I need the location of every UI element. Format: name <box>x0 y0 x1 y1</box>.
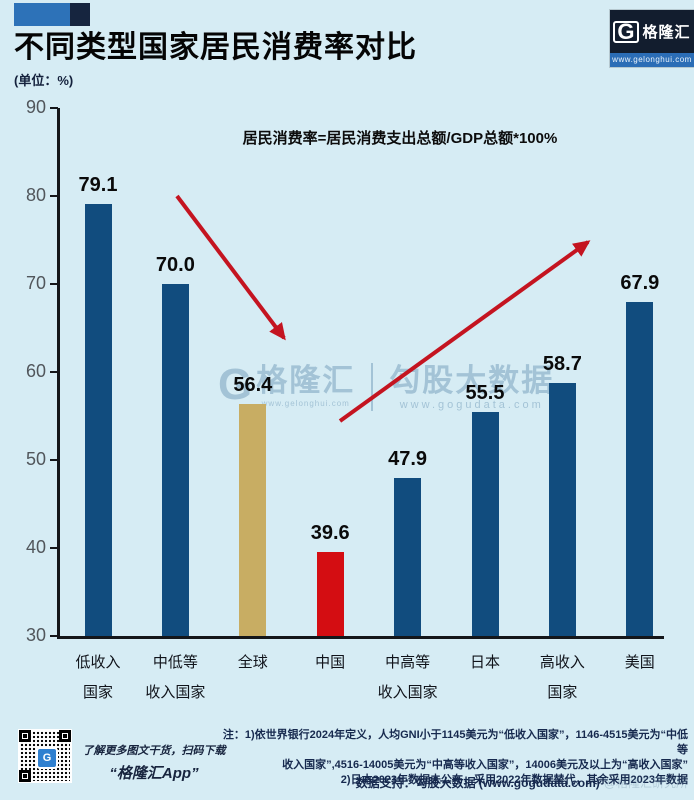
bar-value-label: 56.4 <box>233 373 273 396</box>
bar-value-label: 47.9 <box>388 448 428 471</box>
qr-code: G <box>18 729 72 783</box>
x-axis-category-label: 全球 <box>237 654 268 671</box>
y-axis-tick-mark <box>50 195 58 197</box>
bar-低收入国家 <box>84 203 112 636</box>
y-axis-tick-label: 60 <box>25 361 46 381</box>
bar-高收入国家 <box>548 383 576 636</box>
data-support-line: 数据支持：勾股大数据 (www.gogudata.com) @格隆汇研究所 <box>356 774 688 791</box>
bar-value-label: 70.0 <box>155 254 195 276</box>
qr-eye-icon <box>19 770 31 782</box>
bar-value-label: 58.7 <box>542 353 582 376</box>
qr-eye-icon <box>19 730 31 742</box>
bar-中国 <box>316 551 344 636</box>
gelonghui-logo: G 格隆汇 www.gelonghui.com <box>610 10 694 67</box>
data-support-text: 数据支持：勾股大数据 (www.gogudata.com) <box>355 776 600 790</box>
footnote-line: 注：1)依世界银行2024年定义，人均GNI小于1145美元为“低收入国家”，1… <box>222 729 688 756</box>
y-axis-tick-mark <box>50 547 58 549</box>
logo-g-icon: G <box>613 20 639 43</box>
y-axis-tick-mark <box>50 107 58 109</box>
decorative-bar-navy <box>70 3 90 26</box>
y-axis-tick-label: 40 <box>25 537 46 557</box>
y-axis-tick-mark <box>50 283 58 285</box>
page-title: 不同类型国家居民消费率对比 <box>14 31 417 64</box>
footnote-line: 收入国家”,4516-14005美元为“中高等收入国家”，14006美元及以上为… <box>282 759 688 771</box>
x-axis-category-label: 日本 <box>469 654 500 671</box>
qr-caption: 了解更多图文干货，扫码下载 “格隆汇App” <box>74 742 234 783</box>
x-axis-category-label: 高收入 国家 <box>539 654 585 701</box>
bar-value-label: 55.5 <box>465 381 505 404</box>
bar-日本 <box>471 411 499 636</box>
qr-caption-line2: “格隆汇App” <box>109 765 199 782</box>
bar-美国 <box>626 302 654 636</box>
faint-watermark: @格隆汇研究所 <box>603 776 688 790</box>
y-axis-tick-label: 80 <box>25 185 46 205</box>
logo-top: G 格隆汇 <box>610 10 694 53</box>
y-axis-tick-label: 90 <box>25 97 46 117</box>
bar-全球 <box>239 403 267 636</box>
footnotes: 注：1)依世界银行2024年定义，人均GNI小于1145美元为“低收入国家”，1… <box>218 728 688 788</box>
bar-中高等收入国家 <box>394 478 422 636</box>
bar-value-label: 67.9 <box>620 272 660 295</box>
logo-url: www.gelonghui.com <box>610 53 694 67</box>
y-axis-tick-label: 30 <box>25 625 46 645</box>
x-axis-category-label: 美国 <box>624 654 655 671</box>
bar-chart-plot-area: 90 80 70 60 50 40 30 79.1 低收入 国家 70.0 中低等 收入国家 56.4 全球… <box>26 97 664 701</box>
decorative-bar-blue <box>14 3 70 26</box>
x-axis-category-label: 中高等 收入国家 <box>377 654 438 701</box>
watermark-brand-url: www.gelonghui.com <box>261 399 350 408</box>
y-axis-tick-label: 70 <box>25 273 46 293</box>
qr-caption-line1: 了解更多图文干货，扫码下载 <box>82 745 226 757</box>
x-axis-category-label: 中低等 收入国家 <box>145 654 206 701</box>
y-axis-tick-mark <box>50 371 58 373</box>
y-axis-tick-label: 50 <box>25 449 46 469</box>
unit-label: (单位：%) <box>14 73 74 88</box>
bar-value-label: 79.1 <box>78 173 118 196</box>
formula-annotation: 居民消费率=居民消费支出总额/GDP总额*100% <box>242 130 558 147</box>
watermark-g-icon: G <box>218 360 253 409</box>
x-axis-category-label: 低收入 国家 <box>75 654 121 701</box>
qr-eye-icon <box>59 730 71 742</box>
bar-中低等收入国家 <box>161 284 189 636</box>
y-axis-tick-mark <box>50 635 58 637</box>
watermark-brand: 格隆汇 <box>256 363 356 398</box>
x-axis-category-label: 中国 <box>315 654 346 671</box>
y-axis-tick-mark <box>50 459 58 461</box>
qr-center-g-icon: G <box>36 747 58 769</box>
logo-brand-name: 格隆汇 <box>642 24 691 41</box>
footnote-line: 2)日本2023年数据未公布，采用2022年数据替代，其余采用2023年数据 <box>340 774 688 786</box>
bar-value-label: 39.6 <box>310 521 350 544</box>
